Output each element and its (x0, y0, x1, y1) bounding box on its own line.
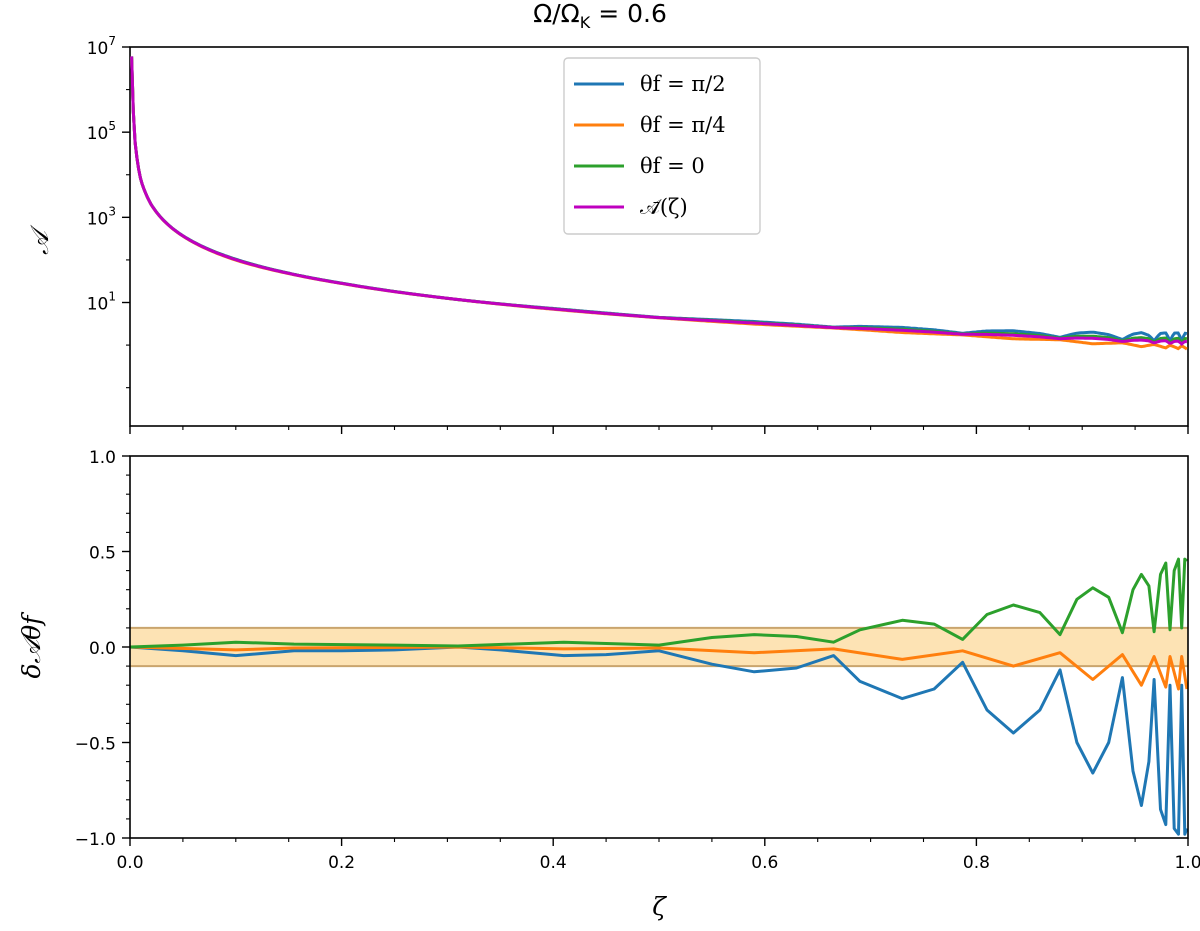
top-series-line-abar (130, 56, 1187, 347)
top-panel-lines (130, 56, 1188, 351)
figure-title: Ω/ΩK = 0.6 (533, 0, 667, 32)
top-panel-ticks: 101 103 105 107 (87, 34, 1189, 434)
bottom-panel: 1.00.50.0−0.5−1.00.0 0.2 0.4 0.6 0.8 1.0 δ𝒜θf… (17, 448, 1200, 921)
bottom-x-tick-label: 0.8 (963, 853, 990, 873)
top-y-tick-label: 101 (87, 290, 116, 315)
bottom-y-tick-label: 1.0 (89, 448, 116, 468)
figure-title-subscript: K (580, 13, 591, 32)
top-y-tick-label: 103 (87, 204, 116, 229)
legend-box (563, 57, 761, 235)
bottom-x-tick-label: 0.2 (328, 853, 355, 873)
legend-label: 𝒜̄(ζ) (640, 195, 688, 219)
bottom-x-tick-label: 0.0 (116, 853, 143, 873)
top-panel: 101 103 105 107 𝒜 θf = π/2 θf = π/4 θf = 0 𝒜̄(… (25, 34, 1189, 434)
bottom-panel-ticks: 1.00.50.0−0.5−1.00.0 0.2 0.4 0.6 0.8 1.0 (75, 448, 1200, 873)
bottom-y-tick-label: −0.5 (75, 735, 116, 755)
bottom-y-axis-label: δ𝒜θf (17, 612, 46, 679)
bottom-y-tick-label: 0.5 (89, 544, 116, 564)
bottom-y-axis-label-text: δ𝒜θf (17, 612, 46, 679)
top-y-axis-label: 𝒜 (25, 224, 54, 255)
legend-label: θf = π/2 (640, 72, 726, 96)
bottom-panel-lines (130, 557, 1188, 836)
legend: θf = π/2 θf = π/4 θf = 0 𝒜̄(ζ) (563, 57, 761, 235)
legend-label: θf = π/4 (640, 113, 726, 137)
bottom-series-line-zero (130, 557, 1188, 649)
figure-title-tail: = 0.6 (590, 0, 667, 28)
legend-label: θf = 0 (640, 154, 705, 178)
bottom-y-tick-label: 0.0 (89, 639, 116, 659)
bottom-series-line-pi4 (130, 645, 1188, 691)
bottom-series-line-pi2 (130, 645, 1188, 836)
bottom-x-tick-label: 1.0 (1174, 853, 1200, 873)
bottom-x-axis-label: ζ (652, 892, 667, 921)
bottom-x-tick-label: 0.6 (751, 853, 778, 873)
top-y-tick-label: 107 (87, 34, 116, 59)
top-y-tick-label: 105 (87, 119, 116, 144)
bottom-x-tick-label: 0.4 (540, 853, 567, 873)
bottom-y-tick-label: −1.0 (75, 830, 116, 850)
